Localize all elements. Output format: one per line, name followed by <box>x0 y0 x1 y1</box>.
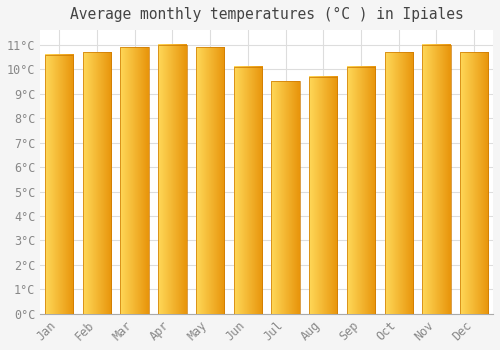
Bar <box>384 52 413 314</box>
Bar <box>309 77 338 314</box>
Bar <box>196 47 224 314</box>
Bar <box>460 52 488 314</box>
Bar <box>347 67 375 314</box>
Bar <box>158 45 186 314</box>
Bar <box>83 52 111 314</box>
Bar <box>272 82 299 314</box>
Title: Average monthly temperatures (°C ) in Ipiales: Average monthly temperatures (°C ) in Ip… <box>70 7 464 22</box>
Bar <box>120 47 149 314</box>
Bar <box>45 55 74 314</box>
Bar <box>422 45 450 314</box>
Bar <box>234 67 262 314</box>
